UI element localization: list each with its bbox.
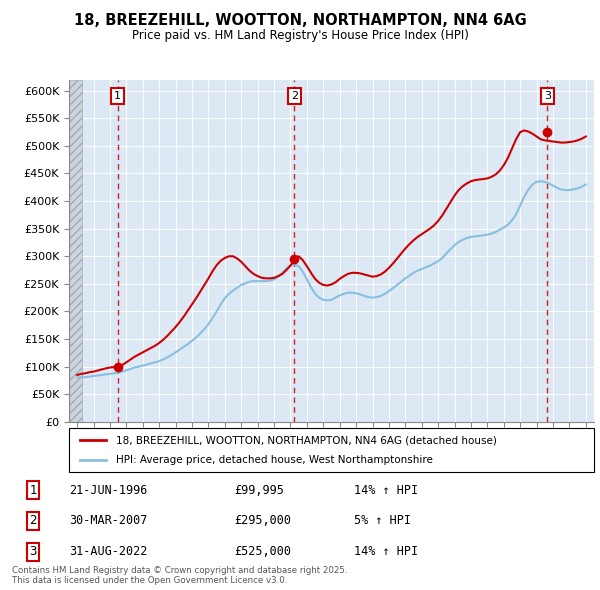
Text: Contains HM Land Registry data © Crown copyright and database right 2025.
This d: Contains HM Land Registry data © Crown c… <box>12 566 347 585</box>
Text: 1: 1 <box>29 484 37 497</box>
Text: 5% ↑ HPI: 5% ↑ HPI <box>354 514 411 527</box>
Text: 18, BREEZEHILL, WOOTTON, NORTHAMPTON, NN4 6AG (detached house): 18, BREEZEHILL, WOOTTON, NORTHAMPTON, NN… <box>116 435 497 445</box>
Text: 31-AUG-2022: 31-AUG-2022 <box>69 545 148 558</box>
Text: 3: 3 <box>544 91 551 101</box>
Text: Price paid vs. HM Land Registry's House Price Index (HPI): Price paid vs. HM Land Registry's House … <box>131 30 469 42</box>
Text: 2: 2 <box>29 514 37 527</box>
Text: £99,995: £99,995 <box>234 484 284 497</box>
Text: £295,000: £295,000 <box>234 514 291 527</box>
Text: 14% ↑ HPI: 14% ↑ HPI <box>354 484 418 497</box>
Text: 30-MAR-2007: 30-MAR-2007 <box>69 514 148 527</box>
Text: 14% ↑ HPI: 14% ↑ HPI <box>354 545 418 558</box>
Text: 18, BREEZEHILL, WOOTTON, NORTHAMPTON, NN4 6AG: 18, BREEZEHILL, WOOTTON, NORTHAMPTON, NN… <box>74 13 526 28</box>
Text: £525,000: £525,000 <box>234 545 291 558</box>
Text: 2: 2 <box>291 91 298 101</box>
Bar <box>69 80 82 422</box>
Text: 3: 3 <box>29 545 37 558</box>
Text: HPI: Average price, detached house, West Northamptonshire: HPI: Average price, detached house, West… <box>116 455 433 464</box>
Text: 1: 1 <box>114 91 121 101</box>
Text: 21-JUN-1996: 21-JUN-1996 <box>69 484 148 497</box>
